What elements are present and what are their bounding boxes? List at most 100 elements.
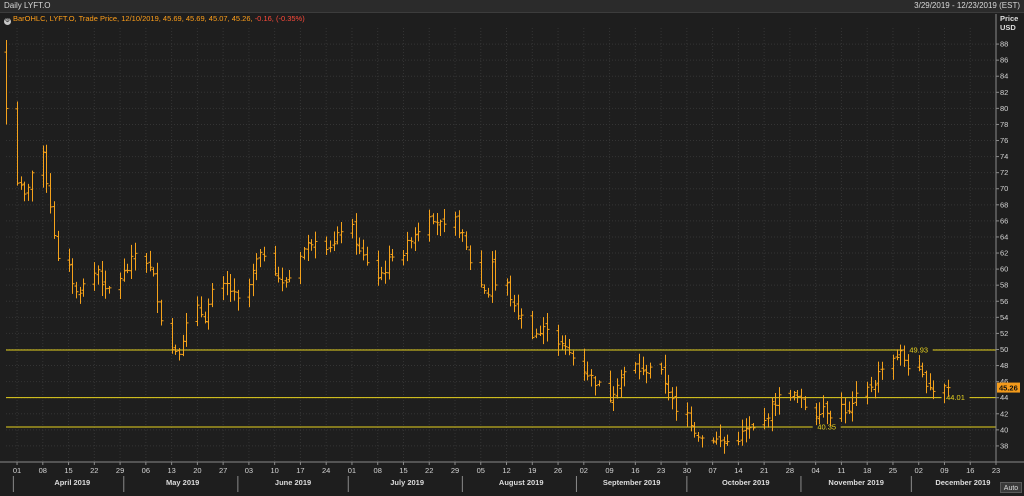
ohlc-bar	[442, 208, 447, 233]
ohlc-bar	[232, 278, 237, 301]
month-label: June 2019	[275, 478, 311, 487]
auto-scale-button[interactable]: Auto	[1000, 482, 1022, 493]
ohlc-bar	[865, 381, 870, 405]
ohlc-bar	[931, 380, 936, 400]
ohlc-bar	[254, 253, 259, 281]
x-tick-label: 26	[554, 466, 562, 475]
ohlc-bar	[148, 250, 153, 272]
ohlc-bar	[648, 362, 653, 379]
x-tick-label: 09	[605, 466, 613, 475]
ohlc-bar	[122, 258, 127, 282]
ohlc-bar	[328, 240, 333, 253]
ohlc-bar	[453, 211, 458, 236]
ohlc-bar	[357, 237, 362, 255]
ohlc-bar	[464, 231, 469, 251]
ohlc-bar	[670, 387, 675, 410]
ohlc-bar	[335, 226, 340, 245]
ohlc-bar	[762, 407, 767, 430]
ohlc-bar	[534, 328, 539, 339]
price-axis-label: Price	[1000, 14, 1018, 23]
month-label: April 2019	[54, 478, 90, 487]
ohlc-bar	[409, 237, 414, 249]
y-tick-label: 84	[1000, 72, 1008, 81]
x-tick-label: 23	[992, 466, 1000, 475]
ohlc-bar	[817, 402, 822, 425]
ohlc-bar	[714, 431, 719, 445]
ohlc-bar	[486, 287, 491, 298]
ohlc-bar	[718, 424, 723, 448]
x-tick-label: 25	[889, 466, 897, 475]
ohlc-bar	[597, 380, 602, 387]
ohlc-bar	[725, 434, 730, 446]
ohlc-bar	[906, 354, 911, 376]
ohlc-bar	[751, 422, 756, 431]
ohlc-bar	[891, 354, 896, 380]
ohlc-bar	[210, 282, 215, 308]
ohlc-bar	[287, 269, 292, 283]
y-tick-label: 52	[1000, 329, 1008, 338]
y-tick-label: 66	[1000, 216, 1008, 225]
ohlc-bar	[206, 298, 211, 330]
ohlc-bar	[505, 278, 510, 296]
y-tick-label: 40	[1000, 425, 1008, 434]
ohlc-bar	[52, 201, 57, 239]
ohlc-bar	[251, 263, 256, 297]
ohlc-bar	[538, 325, 543, 337]
ohlc-bar	[747, 416, 752, 439]
level-label-background	[812, 422, 841, 433]
y-tick-label: 74	[1000, 152, 1008, 161]
ohlc-bar	[280, 267, 285, 292]
ohlc-bar	[4, 40, 9, 125]
ohlc-bar	[895, 349, 900, 361]
ohlc-bar	[332, 231, 337, 252]
x-tick-label: 01	[13, 466, 21, 475]
ohlc-bar	[350, 218, 355, 239]
ohlc-bar	[736, 431, 741, 446]
y-tick-label: 44	[1000, 393, 1008, 402]
ohlc-bar	[313, 231, 318, 259]
ohlc-bar	[118, 272, 123, 300]
settings-icon[interactable]: ⚙	[4, 18, 11, 25]
y-tick-label: 80	[1000, 104, 1008, 113]
month-label: December 2019	[935, 478, 990, 487]
ohlc-bar	[622, 366, 627, 387]
ohlc-bar	[435, 212, 440, 236]
ohlc-bar	[508, 275, 513, 307]
ohlc-bar	[689, 406, 694, 432]
ohlc-bar	[70, 258, 75, 294]
ohlc-bar	[177, 348, 182, 361]
y-tick-label: 72	[1000, 168, 1008, 177]
ohlc-bar	[258, 248, 263, 268]
ohlc-bar	[365, 246, 370, 266]
ohlc-bar	[946, 379, 951, 397]
x-tick-label: 16	[631, 466, 639, 475]
x-tick-label: 20	[193, 466, 201, 475]
ohlc-bar	[766, 413, 771, 428]
last-price-tag	[997, 382, 1020, 393]
ohlc-bar	[644, 364, 649, 384]
ohlc-bar	[181, 334, 186, 357]
ohlc-bar	[96, 265, 101, 285]
ohlc-bar	[850, 391, 855, 422]
last-price-label: 45.26	[999, 384, 1018, 393]
series-legend[interactable]: ⚙ BarOHLC, LYFT.O, Trade Price, 12/10/201…	[4, 14, 305, 25]
level-label-background	[904, 345, 933, 356]
x-tick-label: 27	[219, 466, 227, 475]
ohlc-bar	[247, 278, 252, 308]
ohlc-bar	[828, 410, 833, 427]
x-tick-label: 16	[966, 466, 974, 475]
ohlc-bar	[692, 422, 697, 438]
ohlc-bar	[512, 294, 517, 313]
ohlc-bar	[902, 345, 907, 367]
ohlc-bar	[722, 436, 727, 454]
ohlc-bar	[556, 324, 561, 356]
ohlc-bar	[195, 296, 200, 327]
title-bar: Daily LYFT.O 3/29/2019 - 12/23/2019 (EST…	[0, 0, 1024, 13]
legend-text: BarOHLC, LYFT.O, Trade Price, 12/10/2019…	[13, 14, 253, 23]
ohlc-bar	[611, 386, 616, 412]
ohlc-bar	[585, 361, 590, 381]
ohlc-bar	[92, 262, 97, 291]
ohlc-bar	[873, 379, 878, 399]
gridlines	[6, 28, 997, 462]
